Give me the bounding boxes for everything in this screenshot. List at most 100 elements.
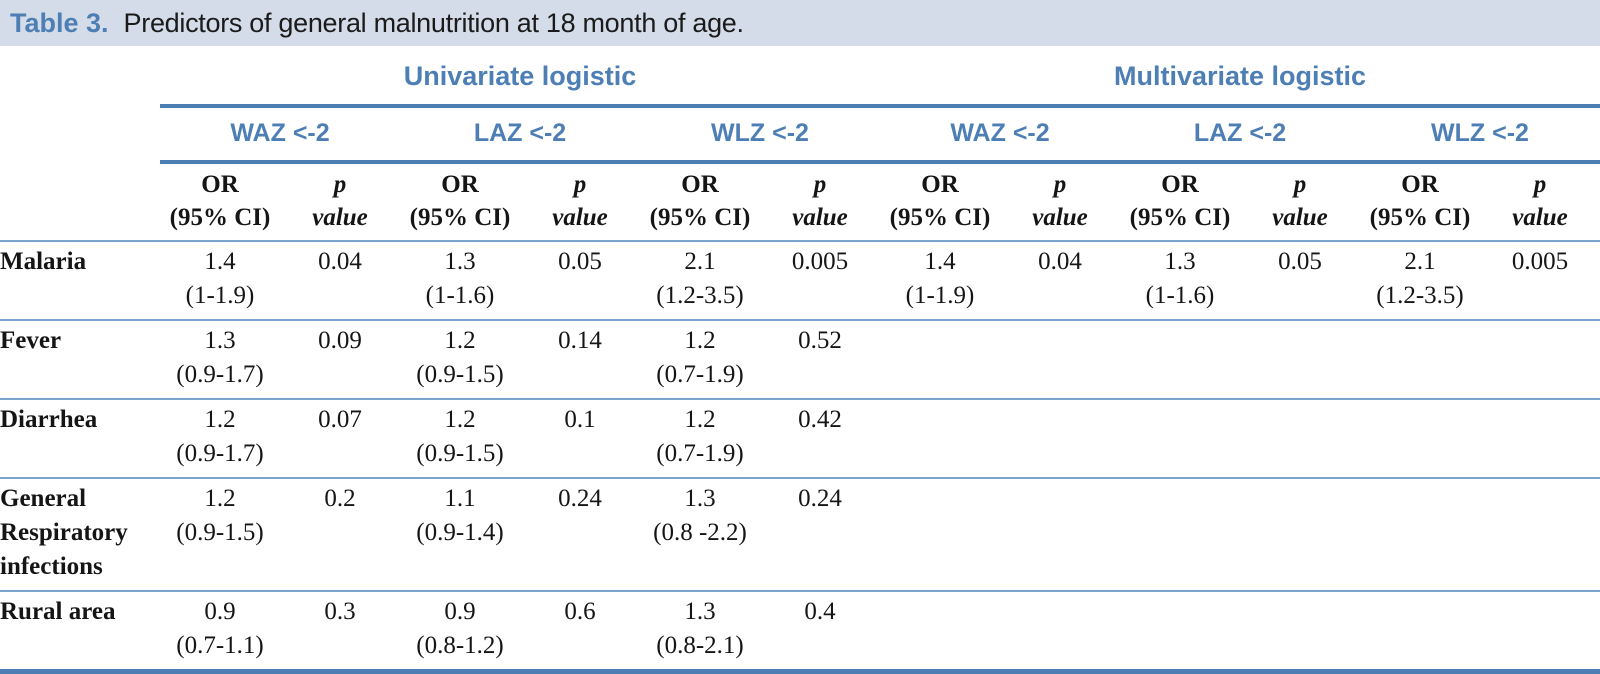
or-ci-cell: 1.2 (0.9-1.5) [160, 478, 280, 592]
p-value-cell [1240, 399, 1360, 479]
results-table: Univariate logistic Multivariate logisti… [0, 56, 1600, 674]
or-header-line1: OR [681, 171, 719, 198]
or-ci-cell [880, 478, 1000, 592]
or-ci-cell: 1.2 (0.7-1.9) [640, 320, 760, 400]
outcome-header-wlz-uni: WLZ <-2 [640, 106, 880, 164]
or-header-line2: (95% CI) [1129, 204, 1231, 231]
or-ci-column-header: OR (95% CI) [880, 162, 1000, 242]
p-value-cell: 0.05 [1240, 241, 1360, 321]
group-header-multivariate: Multivariate logistic [880, 56, 1600, 108]
or-ci-column-header: OR (95% CI) [160, 162, 280, 242]
p-value-cell: 0.07 [280, 399, 400, 479]
or-header-line2: (95% CI) [889, 204, 991, 231]
or-header-line1: OR [1401, 171, 1439, 198]
or-value: 1.2 [444, 406, 476, 433]
p-value-column-header: p value [1000, 162, 1120, 242]
ci-value: (0.8-2.1) [656, 632, 744, 659]
p-value-column-header: p value [1480, 162, 1600, 242]
table-row: General Respiratory infections 1.2 (0.9-1.… [0, 478, 1600, 592]
or-ci-cell [1120, 320, 1240, 400]
or-ci-cell [1360, 591, 1480, 674]
p-header-line2: value [1272, 204, 1328, 231]
table-row: Malaria 1.4 (1-1.9) 0.04 1.3 (1-1.6) 0.05 2.1 (1… [0, 241, 1600, 321]
ci-value: (0.9-1.5) [416, 361, 504, 388]
or-ci-cell [1360, 399, 1480, 479]
outcome-header-laz-uni: LAZ <-2 [400, 106, 640, 164]
or-ci-column-header: OR (95% CI) [640, 162, 760, 242]
ci-value: (0.7-1.9) [656, 440, 744, 467]
outcome-header-waz-uni: WAZ <-2 [160, 106, 400, 164]
p-value-cell [1000, 320, 1120, 400]
ci-value: (1-1.6) [425, 282, 495, 309]
ci-value: (1.2-3.5) [656, 282, 744, 309]
p-value-column-header: p value [760, 162, 880, 242]
table-header: Univariate logistic Multivariate logisti… [0, 56, 1600, 242]
or-ci-cell [880, 591, 1000, 674]
or-header-line1: OR [921, 171, 959, 198]
ci-value: (0.7-1.9) [656, 361, 744, 388]
group-header-univariate: Univariate logistic [160, 56, 880, 108]
or-ci-cell: 1.3 (1-1.6) [400, 241, 520, 321]
or-value: 1.3 [684, 598, 716, 625]
p-value-column-header: p value [520, 162, 640, 242]
ci-value: (1-1.6) [1145, 282, 1215, 309]
or-ci-cell [1120, 591, 1240, 674]
p-value-cell: 0.2 [280, 478, 400, 592]
outcome-header-row: WAZ <-2 LAZ <-2 WLZ <-2 WAZ <-2 LAZ <-2 … [0, 106, 1600, 164]
or-ci-cell: 2.1 (1.2-3.5) [1360, 241, 1480, 321]
p-value-cell [1240, 478, 1360, 592]
or-header-line2: (95% CI) [169, 204, 271, 231]
or-header-line1: OR [201, 171, 239, 198]
or-ci-cell [1120, 399, 1240, 479]
or-value: 1.2 [204, 485, 236, 512]
p-value-column-header: p value [1240, 162, 1360, 242]
predictor-row-label: Rural area [0, 591, 160, 674]
or-ci-cell: 1.3 (0.8-2.1) [640, 591, 760, 674]
or-value: 1.3 [684, 485, 716, 512]
or-ci-cell: 1.3 (1-1.6) [1120, 241, 1240, 321]
p-value-cell [1000, 478, 1120, 592]
p-value-cell: 0.24 [520, 478, 640, 592]
or-ci-cell [880, 320, 1000, 400]
or-ci-cell [1120, 478, 1240, 592]
table-body: Malaria 1.4 (1-1.9) 0.04 1.3 (1-1.6) 0.05 2.1 (1… [0, 241, 1600, 674]
ci-value: (0.9-1.7) [176, 440, 264, 467]
ci-value: (1-1.9) [185, 282, 255, 309]
p-header-line2: value [552, 204, 608, 231]
ci-value: (0.7-1.1) [176, 632, 264, 659]
p-value-cell: 0.14 [520, 320, 640, 400]
p-value-cell: 0.3 [280, 591, 400, 674]
p-value-cell: 0.04 [1000, 241, 1120, 321]
predictor-row-label: Diarrhea [0, 399, 160, 479]
or-value: 1.3 [1164, 248, 1196, 275]
or-value: 2.1 [1404, 248, 1436, 275]
or-ci-column-header: OR (95% CI) [1360, 162, 1480, 242]
table-row: Fever 1.3 (0.9-1.7) 0.09 1.2 (0.9-1.5) 0.14 1.2… [0, 320, 1600, 400]
p-header-line1: p [1533, 171, 1547, 198]
or-value: 1.3 [444, 248, 476, 275]
outcome-header-wlz-multi: WLZ <-2 [1360, 106, 1600, 164]
p-value-cell: 0.005 [760, 241, 880, 321]
p-value-cell: 0.24 [760, 478, 880, 592]
p-value-cell: 0.4 [760, 591, 880, 674]
or-ci-cell: 1.4 (1-1.9) [160, 241, 280, 321]
or-ci-cell: 1.4 (1-1.9) [880, 241, 1000, 321]
p-header-line2: value [1032, 204, 1088, 231]
p-value-cell: 0.04 [280, 241, 400, 321]
p-value-cell [1480, 478, 1600, 592]
or-ci-cell [880, 399, 1000, 479]
or-header-line2: (95% CI) [409, 204, 511, 231]
or-ci-cell: 1.1 (0.9-1.4) [400, 478, 520, 592]
or-value: 1.2 [444, 327, 476, 354]
p-value-cell: 0.09 [280, 320, 400, 400]
outcome-header-laz-multi: LAZ <-2 [1120, 106, 1360, 164]
p-header-line2: value [792, 204, 848, 231]
or-value: 1.4 [924, 248, 956, 275]
ci-value: (0.9-1.4) [416, 519, 504, 546]
or-value: 2.1 [684, 248, 716, 275]
or-ci-cell: 0.9 (0.8-1.2) [400, 591, 520, 674]
table-number-label: Table 3. [10, 7, 109, 38]
or-value: 1.2 [684, 327, 716, 354]
table-caption-text: Predictors of general malnutrition at 18… [123, 7, 744, 38]
or-ci-column-header: OR (95% CI) [1120, 162, 1240, 242]
